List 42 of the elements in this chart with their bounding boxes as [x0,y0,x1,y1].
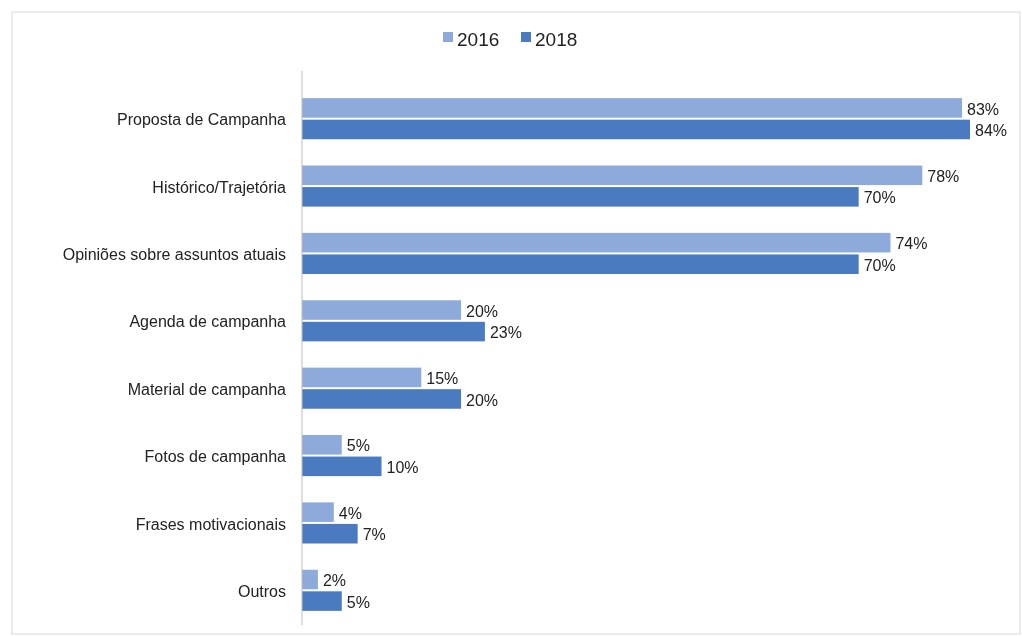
y-tick-label: Material de campanha [127,380,287,398]
data-label: 20% [466,391,499,409]
data-label: 4% [338,504,362,522]
bar [302,232,891,253]
y-tick-label: Outros [237,582,286,600]
bar [302,435,342,455]
data-label: 20% [466,302,499,320]
data-label: 84% [975,122,1008,140]
bar [302,389,462,409]
data-label: 2% [322,572,347,590]
bar [302,165,923,186]
data-label: 10% [386,458,419,476]
bar [302,523,358,544]
y-tick-label: Histórico/Trajetória [152,178,287,196]
bar [302,456,382,477]
bar [302,187,859,207]
bar [302,367,422,388]
bar [302,98,963,118]
data-label: 7% [362,526,386,544]
data-label: 70% [863,256,896,274]
y-tick-label: Fotos de campanha [144,448,287,466]
data-label: 78% [927,167,960,185]
bar [302,119,970,140]
bar [302,591,342,611]
data-label: 15% [426,370,459,388]
data-label: 23% [489,324,522,342]
data-label: 5% [346,437,370,455]
y-tick-label: Opiniões sobre assuntos atuais [62,246,286,264]
data-label: 70% [863,189,896,207]
legend-label: 2016 [457,28,500,50]
data-label: 83% [967,100,1000,118]
data-label: 74% [895,235,928,253]
bar [302,502,334,522]
bar [302,300,462,320]
bar [302,254,859,274]
y-tick-label: Frases motivacionais [135,515,286,533]
legend-label: 2018 [535,28,578,50]
bar [302,569,318,590]
y-tick-label: Agenda de campanha [129,313,287,331]
bar [302,321,485,342]
data-label: 5% [346,593,370,611]
y-tick-label: Proposta de Campanha [117,111,287,129]
